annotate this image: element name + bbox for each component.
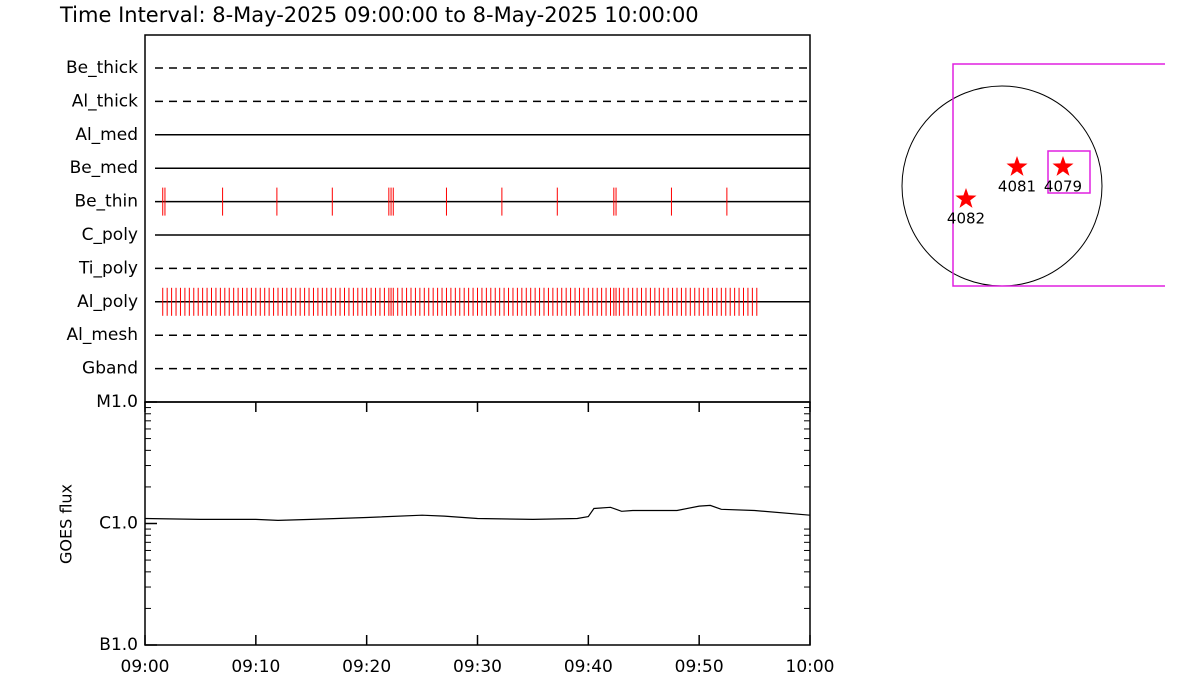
y-tick-label: C1.0 (99, 514, 138, 534)
goes-frame (144, 401, 811, 646)
filter-label: Be_med (70, 158, 138, 178)
x-tick-label: 09:00 (121, 657, 170, 677)
x-tick-label: 09:40 (564, 657, 613, 677)
fov-box (952, 63, 1165, 287)
region-star (1006, 156, 1028, 176)
region-star (955, 188, 977, 208)
timeline-frame (144, 34, 811, 403)
filter-label: Al_mesh (66, 325, 138, 345)
region-label: 4081 (998, 178, 1036, 196)
filter-label: Gband (82, 359, 138, 379)
x-tick-label: 09:30 (453, 657, 502, 677)
filter-label: C_poly (82, 225, 138, 245)
region-star (1052, 156, 1074, 176)
y-tick-label: M1.0 (96, 392, 138, 412)
x-tick-label: 09:10 (231, 657, 280, 677)
filter-label: Be_thin (74, 192, 138, 212)
fov-small-box (1047, 150, 1091, 194)
filter-label: Al_poly (77, 292, 138, 312)
region-label: 4079 (1044, 178, 1082, 196)
x-tick-label: 09:50 (675, 657, 724, 677)
filter-label: Be_thick (66, 58, 138, 78)
chart-title: Time Interval: 8-May-2025 09:00:00 to 8-… (59, 3, 699, 27)
goes-line (144, 504, 811, 522)
y-tick-label: B1.0 (99, 635, 138, 655)
x-tick-label: 10:00 (786, 657, 835, 677)
filter-label: Al_med (75, 125, 138, 145)
filter-label: Al_thick (72, 91, 138, 111)
y-axis-label: GOES flux (57, 484, 76, 564)
filter-label: Ti_poly (78, 258, 138, 278)
x-tick-label: 09:20 (342, 657, 391, 677)
region-label: 4082 (947, 210, 985, 228)
